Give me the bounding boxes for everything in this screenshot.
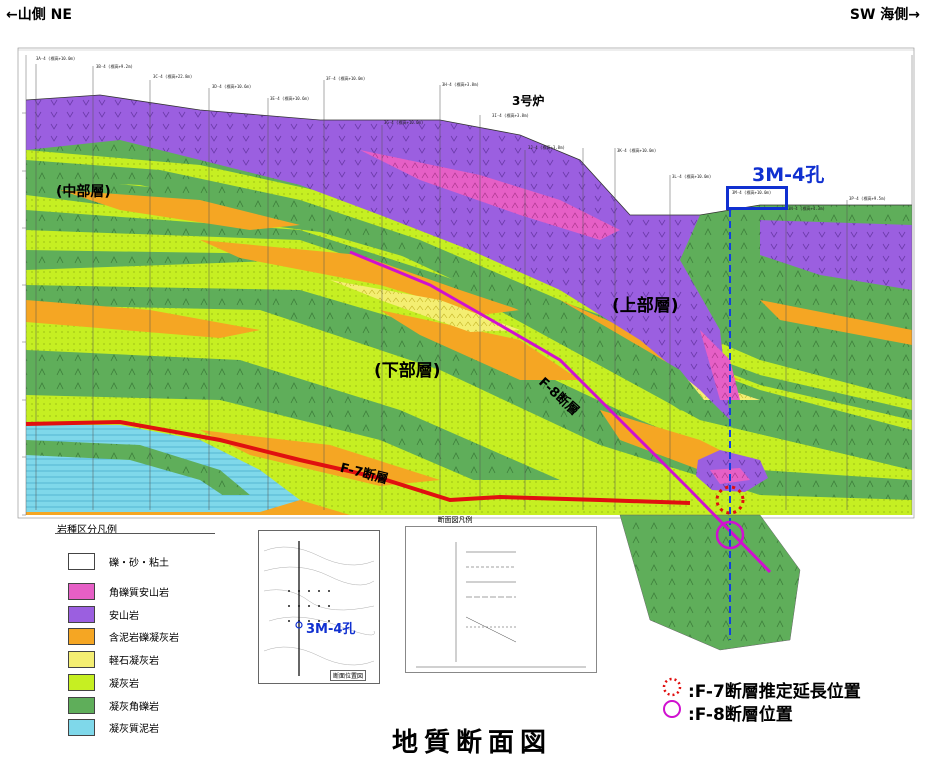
legend-swatch bbox=[68, 696, 95, 714]
legend-item-pumice-tuff: 軽石凝灰岩 bbox=[68, 649, 268, 669]
borehole-label-3e: 3E-4 (標高+10.6m) bbox=[270, 96, 310, 101]
legend-swatch bbox=[68, 582, 95, 600]
figure-title: 地質断面図 bbox=[392, 728, 553, 758]
legend-swatch bbox=[68, 650, 95, 668]
section-legend-title: 断面図凡例 bbox=[437, 516, 473, 524]
section-legend-box bbox=[405, 526, 597, 673]
dotted-circle-icon bbox=[662, 677, 682, 697]
circle-icon bbox=[663, 700, 681, 718]
borehole-label-3b: 3B-4 (標高+9.2m) bbox=[96, 64, 133, 69]
reactor-label: 3号炉 bbox=[512, 94, 545, 108]
upper-layer-label: (上部層) bbox=[612, 296, 679, 316]
geologic-cross-section bbox=[17, 47, 915, 651]
legend-label: 角礫質安山岩 bbox=[109, 587, 169, 599]
legend-swatch bbox=[68, 718, 95, 736]
borehole-label-3c: 3C-4 (標高+22.8m) bbox=[153, 74, 193, 79]
legend-label: 凝灰角礫岩 bbox=[109, 701, 159, 713]
map-hole-label: 3M-4孔 bbox=[306, 622, 356, 637]
legend-label: 軽石凝灰岩 bbox=[109, 655, 159, 667]
legend-item-tuff-breccia: 凝灰角礫岩 bbox=[68, 695, 268, 715]
legend-item-andesite: 安山岩 bbox=[68, 604, 268, 624]
legend-item-tuffaceous-mudstone: 凝灰質泥岩 bbox=[68, 717, 268, 737]
legend-swatch bbox=[68, 627, 95, 645]
legend-label: 凝灰質泥岩 bbox=[109, 723, 159, 735]
legend-label: 凝灰岩 bbox=[109, 678, 139, 690]
legend-divider bbox=[55, 533, 215, 534]
location-map-drawing bbox=[263, 541, 375, 676]
legend-swatch bbox=[68, 552, 95, 570]
borehole-label-3m: 3M-4 (標高+10.0m) bbox=[732, 190, 772, 195]
borehole-label-3n: 3N-4 (標高+4.3m) bbox=[788, 206, 825, 211]
borehole-label-3g: 3G-4 (標高+10.0m) bbox=[384, 120, 424, 125]
middle-layer-label: (中部層) bbox=[56, 184, 111, 200]
borehole-label-3i: 3I-4 (標高+3.8m) bbox=[492, 113, 529, 118]
lower-layer-label: (下部層) bbox=[374, 361, 441, 381]
note-markers bbox=[662, 677, 682, 718]
note-f7: :F-7断層推定延長位置 bbox=[688, 682, 861, 702]
legend-swatch bbox=[68, 673, 95, 691]
target-hole-box bbox=[726, 186, 788, 210]
legend-item-mudstone-tuff: 含泥岩礫凝灰岩 bbox=[68, 626, 268, 646]
map-caption: 断面位置図 bbox=[330, 670, 367, 681]
legend-title: 岩種区分凡例 bbox=[57, 525, 117, 536]
legend-item-breccia-andesite: 角礫質安山岩 bbox=[68, 581, 268, 601]
location-map bbox=[258, 530, 380, 684]
direction-ne-label: ←山側 NE bbox=[6, 7, 72, 23]
borehole-label-3a: 3A-4 (標高+10.0m) bbox=[36, 56, 76, 61]
borehole-label-3h: 3H-4 (標高+3.8m) bbox=[442, 82, 479, 87]
legend-item-gravel: 礫・砂・粘土 bbox=[68, 551, 268, 571]
borehole-label-3l: 3L-4 (標高+10.0m) bbox=[672, 174, 712, 179]
legend-item-tuff: 凝灰岩 bbox=[68, 672, 268, 692]
legend-label: 含泥岩礫凝灰岩 bbox=[109, 632, 179, 644]
note-f8: :F-8断層位置 bbox=[688, 705, 793, 725]
borehole-label-3d: 3D-4 (標高+10.6m) bbox=[212, 84, 252, 89]
target-hole-label: 3M-4孔 bbox=[752, 164, 825, 186]
legend-swatch bbox=[68, 605, 95, 623]
borehole-label-3k: 3K-4 (標高+10.0m) bbox=[617, 148, 657, 153]
borehole-label-3j: 3J-4 (標高+3.8m) bbox=[528, 145, 565, 150]
legend-label: 安山岩 bbox=[109, 610, 139, 622]
section-legend-drawing bbox=[416, 542, 586, 668]
direction-sw-label: SW 海側→ bbox=[849, 7, 920, 23]
legend-label: 礫・砂・粘土 bbox=[109, 557, 169, 569]
borehole-label-3p: 3P-4 (標高+9.5m) bbox=[849, 196, 886, 201]
borehole-label-3f: 3F-4 (標高+10.0m) bbox=[326, 76, 366, 81]
